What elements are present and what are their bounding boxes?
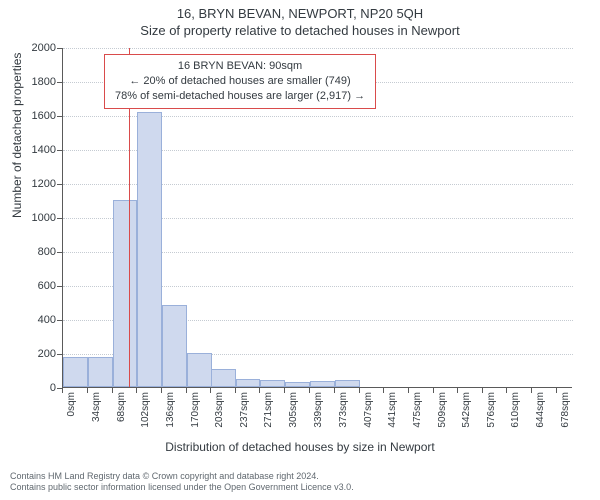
y-tick: 1000	[16, 212, 56, 224]
annotation-line: 16 BRYN BEVAN: 90sqm	[115, 59, 365, 74]
x-tick-mark	[112, 388, 113, 393]
x-tick-mark	[309, 388, 310, 393]
x-tick-mark	[383, 388, 384, 393]
page-title: 16, BRYN BEVAN, NEWPORT, NP20 5QH	[0, 0, 600, 21]
annotation-line: 78% of semi-detached houses are larger (…	[115, 89, 365, 104]
x-tick-mark	[433, 388, 434, 393]
footer-line-1: Contains HM Land Registry data © Crown c…	[10, 471, 354, 483]
histogram-bar	[285, 382, 310, 387]
y-tick: 0	[16, 382, 56, 394]
y-tick: 400	[16, 314, 56, 326]
x-tick-mark	[186, 388, 187, 393]
histogram-bar	[211, 369, 236, 387]
footer-line-2: Contains public sector information licen…	[10, 482, 354, 494]
histogram-bar	[260, 380, 285, 387]
x-tick-mark	[161, 388, 162, 393]
annotation-line: ← 20% of detached houses are smaller (74…	[115, 74, 365, 89]
annotation-box: 16 BRYN BEVAN: 90sqm← 20% of detached ho…	[104, 54, 376, 109]
histogram-bar	[88, 357, 113, 387]
x-tick-mark	[334, 388, 335, 393]
x-tick-mark	[87, 388, 88, 393]
y-tick: 200	[16, 348, 56, 360]
gridline-h	[63, 48, 573, 49]
x-tick-mark	[482, 388, 483, 393]
x-tick-mark	[359, 388, 360, 393]
chart-subtitle: Size of property relative to detached ho…	[0, 21, 600, 38]
x-tick-mark	[284, 388, 285, 393]
histogram-bar	[187, 353, 212, 387]
x-tick-mark	[408, 388, 409, 393]
x-tick-mark	[457, 388, 458, 393]
y-tick: 600	[16, 280, 56, 292]
x-tick-mark	[136, 388, 137, 393]
histogram-bar	[162, 305, 187, 387]
x-tick-mark	[62, 388, 63, 393]
y-tick: 800	[16, 246, 56, 258]
y-tick: 1200	[16, 178, 56, 190]
y-tick: 1600	[16, 110, 56, 122]
y-tick: 1800	[16, 76, 56, 88]
histogram-bar	[335, 380, 360, 387]
histogram-bar	[137, 112, 162, 387]
chart-area: 16 BRYN BEVAN: 90sqm← 20% of detached ho…	[62, 48, 572, 388]
x-tick-mark	[506, 388, 507, 393]
x-tick-mark	[531, 388, 532, 393]
x-tick-mark	[259, 388, 260, 393]
x-tick-mark	[556, 388, 557, 393]
histogram-bar	[236, 379, 261, 388]
y-tick: 2000	[16, 42, 56, 54]
x-tick-mark	[235, 388, 236, 393]
histogram-bar	[63, 357, 88, 387]
y-tick: 1400	[16, 144, 56, 156]
x-tick-mark	[210, 388, 211, 393]
histogram-bar	[310, 381, 335, 387]
footer-attribution: Contains HM Land Registry data © Crown c…	[10, 471, 354, 494]
x-axis-label: Distribution of detached houses by size …	[0, 440, 600, 454]
histogram-bar	[113, 200, 138, 387]
